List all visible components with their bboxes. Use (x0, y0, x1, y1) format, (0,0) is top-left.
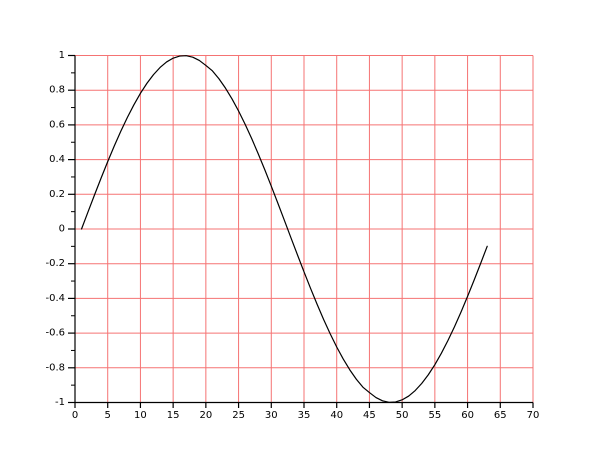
y-tick-label: 0.4 (49, 154, 65, 165)
x-tick-label: 50 (396, 410, 409, 421)
x-tick-label: 45 (363, 410, 376, 421)
y-tick-label: 0.6 (49, 119, 65, 130)
x-tick-label: 15 (167, 410, 180, 421)
x-tick-label: 25 (232, 410, 245, 421)
x-tick-label: 55 (428, 410, 441, 421)
x-tick-label: 65 (494, 410, 507, 421)
sine-wave-curve (80, 55, 488, 403)
x-tick-label: 20 (199, 410, 212, 421)
y-tick-label: -1 (55, 397, 65, 408)
x-tick-label: 35 (298, 410, 311, 421)
x-tick-label: 10 (134, 410, 147, 421)
y-tick-label: -0.6 (45, 328, 65, 339)
x-tick-label: 70 (527, 410, 540, 421)
y-tick-label: 0.2 (49, 189, 65, 200)
y-tick-label: 1 (59, 50, 65, 61)
y-tick-label: 0.8 (49, 85, 65, 96)
x-tick-label: 0 (72, 410, 78, 421)
y-tick-label: -0.4 (45, 293, 65, 304)
y-tick-label: -0.8 (45, 362, 65, 373)
y-tick-label: -0.2 (45, 258, 65, 269)
x-tick-label: 60 (461, 410, 474, 421)
x-tick-label: 5 (105, 410, 111, 421)
y-tick-label: 0 (59, 224, 65, 235)
x-tick-label: 30 (265, 410, 278, 421)
x-tick-label: 40 (330, 410, 343, 421)
